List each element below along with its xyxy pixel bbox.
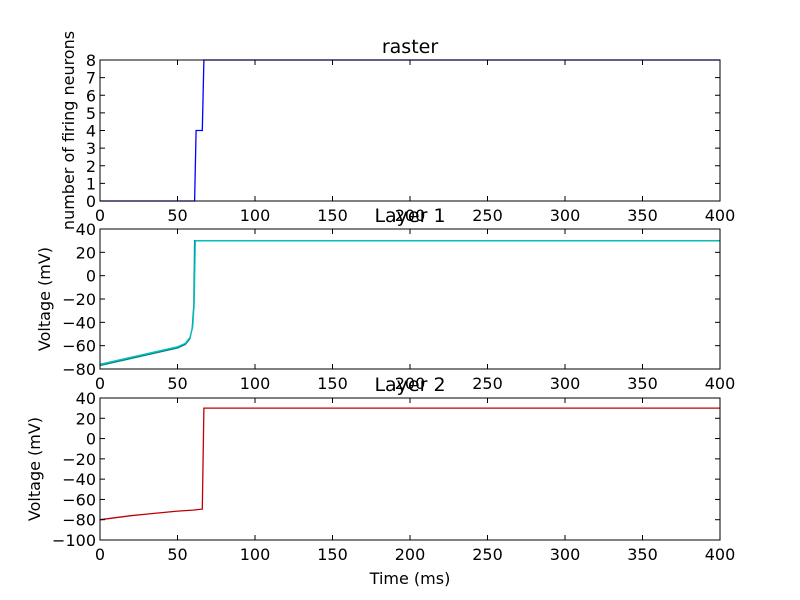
x-tick-label: 350 (627, 545, 658, 564)
series-line-2 (99, 240, 720, 365)
x-tick-label: 200 (395, 206, 426, 225)
y-tick-label: −40 (62, 313, 96, 332)
y-tick-label: 40 (76, 389, 96, 408)
x-tick-label: 350 (627, 374, 658, 393)
x-tick-label: 100 (240, 206, 271, 225)
chart-panel-2: 0 50 100 150 200 250 300 350 400−80−60−40−200204… (35, 205, 735, 393)
chart-title: raster (382, 36, 438, 58)
y-tick-label: 20 (76, 409, 96, 428)
y-tick-label: 0 (86, 430, 96, 449)
x-tick-label: 150 (317, 206, 348, 225)
x-tick-label: 400 (705, 206, 736, 225)
y-tick-label: 8 (86, 51, 96, 70)
y-axis-label: number of firing neurons (59, 31, 78, 230)
y-tick-label: 3 (86, 139, 96, 158)
x-tick-label: 100 (240, 374, 271, 393)
x-tick-label: 200 (395, 374, 426, 393)
x-tick-label: 0 (95, 374, 105, 393)
y-tick-label: 7 (86, 69, 96, 88)
y-tick-label: 1 (86, 174, 96, 193)
y-tick-label: 20 (76, 243, 96, 262)
chart-panel-3: 0 50 100 150 200 250 300 350 400−100−80−60−40−20… (25, 374, 735, 588)
x-tick-label: 150 (317, 545, 348, 564)
series-line-1 (100, 59, 720, 202)
x-tick-label: 0 (95, 545, 105, 564)
y-tick-label: −20 (62, 450, 96, 469)
y-tick-label: −60 (62, 337, 96, 356)
axes-frame (99, 228, 721, 370)
x-tick-label: 0 (95, 206, 105, 225)
y-tick-label: −80 (62, 360, 96, 379)
y-tick-label: 6 (86, 86, 96, 105)
x-tick-label: 150 (317, 374, 348, 393)
x-tick-label: 250 (472, 545, 503, 564)
x-tick-label: 300 (550, 374, 581, 393)
y-axis-label: Voltage (mV) (25, 417, 44, 521)
x-tick-label: 200 (395, 545, 426, 564)
axes-frame (99, 397, 721, 541)
x-tick-label: 400 (705, 545, 736, 564)
y-tick-label: 2 (86, 157, 96, 176)
y-tick-label: 5 (86, 104, 96, 123)
y-tick-label: −40 (62, 470, 96, 489)
x-tick-label: 250 (472, 374, 503, 393)
chart-title: Layer 1 (374, 205, 445, 227)
x-axis-label: Time (ms) (369, 569, 451, 588)
y-axis-label: Voltage (mV) (35, 247, 54, 351)
x-tick-label: 250 (472, 206, 503, 225)
y-tick-label: −20 (62, 290, 96, 309)
series-line-1 (99, 240, 720, 367)
y-tick-label: −100 (52, 531, 96, 550)
chart-title: Layer 2 (374, 374, 445, 396)
y-tick-label: 40 (76, 220, 96, 239)
x-tick-label: 50 (167, 206, 187, 225)
axes-frame (99, 59, 721, 202)
y-tick-label: −60 (62, 490, 96, 509)
y-tick-label: 0 (86, 192, 96, 211)
x-tick-label: 100 (240, 545, 271, 564)
x-tick-label: 50 (167, 374, 187, 393)
x-tick-label: 400 (705, 374, 736, 393)
x-tick-label: 50 (167, 545, 187, 564)
x-tick-label: 300 (550, 545, 581, 564)
y-tick-label: 4 (86, 122, 96, 141)
y-tick-label: −80 (62, 511, 96, 530)
y-tick-label: 0 (86, 267, 96, 286)
chart-panel-1: 0 50 100 150 200 250 300 350 400012345678rastern… (59, 31, 735, 230)
series-line-1 (99, 407, 720, 521)
x-tick-label: 300 (550, 206, 581, 225)
x-tick-label: 350 (627, 206, 658, 225)
